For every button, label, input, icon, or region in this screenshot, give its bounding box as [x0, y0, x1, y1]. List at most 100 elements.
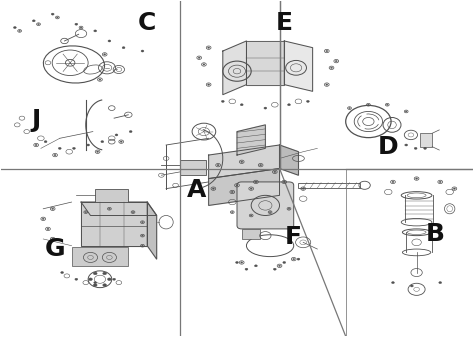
Circle shape: [80, 27, 82, 28]
Circle shape: [405, 144, 408, 146]
Circle shape: [231, 212, 233, 213]
Circle shape: [42, 218, 44, 219]
Circle shape: [454, 188, 456, 189]
Polygon shape: [246, 41, 284, 85]
Circle shape: [94, 30, 97, 32]
Text: D: D: [378, 135, 399, 159]
Circle shape: [94, 282, 97, 284]
Circle shape: [335, 60, 337, 62]
Circle shape: [101, 141, 104, 143]
Circle shape: [35, 144, 37, 146]
Circle shape: [241, 161, 243, 162]
Circle shape: [250, 188, 252, 189]
Bar: [420, 133, 432, 147]
Circle shape: [241, 262, 243, 263]
Circle shape: [57, 17, 58, 18]
Bar: [72, 247, 128, 266]
Circle shape: [73, 147, 75, 149]
Text: J: J: [31, 108, 41, 132]
Circle shape: [58, 147, 61, 149]
Circle shape: [240, 104, 243, 106]
Circle shape: [297, 258, 300, 260]
Circle shape: [392, 181, 394, 183]
Circle shape: [113, 278, 116, 280]
Circle shape: [75, 278, 78, 280]
Circle shape: [61, 272, 64, 274]
Circle shape: [142, 235, 143, 236]
Circle shape: [87, 144, 90, 146]
Circle shape: [142, 222, 143, 223]
Circle shape: [326, 50, 328, 52]
Polygon shape: [209, 168, 280, 206]
Circle shape: [212, 188, 214, 189]
Circle shape: [405, 111, 407, 112]
Circle shape: [221, 100, 224, 102]
Circle shape: [274, 171, 276, 173]
Polygon shape: [284, 41, 313, 91]
Polygon shape: [280, 145, 299, 175]
Circle shape: [122, 47, 125, 49]
Circle shape: [52, 208, 54, 209]
Text: G: G: [45, 237, 65, 261]
Polygon shape: [81, 202, 156, 215]
Circle shape: [236, 262, 238, 264]
Text: E: E: [276, 10, 293, 34]
Circle shape: [386, 104, 388, 105]
Circle shape: [245, 268, 248, 270]
Circle shape: [293, 258, 295, 260]
Circle shape: [439, 181, 441, 183]
Circle shape: [132, 212, 134, 213]
Circle shape: [198, 57, 200, 58]
Polygon shape: [223, 41, 246, 95]
Circle shape: [129, 130, 132, 132]
Circle shape: [302, 188, 304, 189]
Circle shape: [416, 178, 418, 179]
Circle shape: [283, 262, 286, 264]
Circle shape: [368, 104, 369, 105]
Circle shape: [283, 181, 285, 183]
Circle shape: [47, 228, 49, 229]
Bar: [242, 229, 260, 239]
Circle shape: [104, 54, 106, 55]
Circle shape: [141, 50, 144, 52]
Circle shape: [109, 208, 110, 209]
Circle shape: [52, 238, 54, 240]
Circle shape: [108, 40, 111, 42]
Circle shape: [203, 64, 205, 65]
Circle shape: [142, 245, 143, 246]
Bar: [299, 183, 360, 188]
Circle shape: [115, 134, 118, 136]
Circle shape: [93, 284, 97, 286]
Bar: [180, 160, 206, 175]
Circle shape: [231, 191, 233, 193]
Circle shape: [120, 141, 122, 142]
Circle shape: [255, 181, 257, 183]
Circle shape: [51, 13, 54, 15]
Circle shape: [44, 141, 47, 143]
Circle shape: [260, 164, 262, 166]
Circle shape: [236, 185, 238, 186]
Circle shape: [273, 268, 276, 270]
Text: B: B: [426, 222, 445, 246]
Circle shape: [93, 272, 97, 275]
Circle shape: [255, 265, 257, 267]
Text: A: A: [187, 178, 207, 202]
Circle shape: [103, 272, 107, 275]
Circle shape: [89, 278, 92, 281]
Circle shape: [99, 79, 101, 80]
Circle shape: [13, 27, 16, 29]
Circle shape: [38, 24, 39, 25]
Circle shape: [208, 47, 210, 48]
Circle shape: [414, 147, 417, 149]
Circle shape: [103, 284, 107, 286]
Polygon shape: [237, 125, 265, 155]
Polygon shape: [209, 145, 280, 179]
Circle shape: [208, 84, 210, 85]
Circle shape: [330, 67, 332, 68]
FancyBboxPatch shape: [237, 182, 294, 229]
Circle shape: [85, 212, 87, 213]
Circle shape: [54, 154, 56, 156]
Circle shape: [439, 282, 442, 284]
Bar: [95, 189, 128, 202]
Circle shape: [279, 265, 281, 267]
